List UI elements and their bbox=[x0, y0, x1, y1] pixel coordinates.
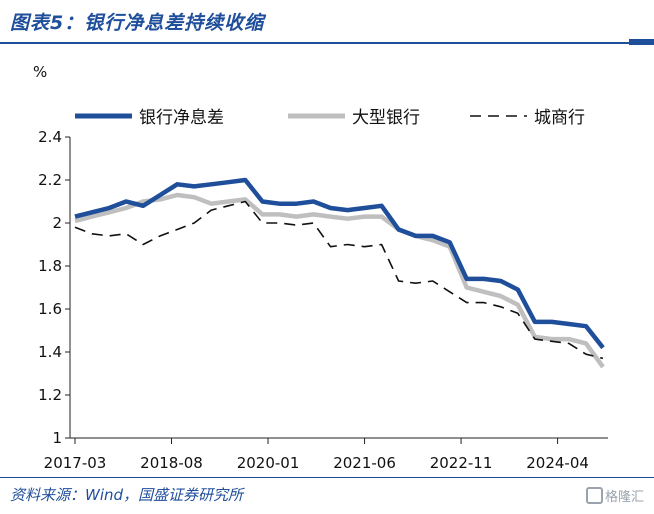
legend-label: 银行净息差 bbox=[139, 108, 224, 128]
title-divider bbox=[0, 39, 654, 45]
x-axis: 2017-03 2018-08 2020-01 2021-06 2022-11 2024-… bbox=[44, 437, 608, 472]
x-tick-label: 2022-11 bbox=[430, 454, 493, 472]
watermark: 格隆汇 bbox=[585, 486, 644, 505]
x-tick-label: 2021-06 bbox=[333, 454, 396, 472]
x-tick-label: 2020-01 bbox=[237, 454, 300, 472]
y-axis: 1 1.2 1.4 1.6 1.8 2 2.2 2.4 bbox=[38, 128, 71, 447]
y-tick-label: 1.8 bbox=[38, 257, 62, 275]
watermark-text: 格隆汇 bbox=[604, 490, 644, 505]
x-tick-label: 2017-03 bbox=[44, 454, 107, 472]
series-line-1 bbox=[74, 177, 605, 350]
chart-legend: 银行净息差 大型银行 城商行 bbox=[75, 108, 585, 128]
series-lines bbox=[74, 177, 605, 369]
watermark-logo-icon bbox=[585, 487, 603, 504]
y-tick-label: 2.2 bbox=[38, 171, 62, 189]
y-axis-unit-label: % bbox=[33, 63, 47, 81]
y-tick-label: 1 bbox=[52, 429, 62, 447]
y-tick-label: 2 bbox=[52, 214, 62, 232]
legend-label: 大型银行 bbox=[352, 108, 420, 128]
y-tick-label: 1.4 bbox=[38, 343, 62, 361]
footer-divider bbox=[0, 477, 654, 478]
line-chart: % 银行净息差 大型银行 城商行 1 1.2 1.4 1.6 1.8 2 2.2 2.4 2017… bbox=[33, 63, 608, 472]
series-line-3 bbox=[74, 200, 604, 360]
y-tick-label: 1.6 bbox=[38, 300, 62, 318]
x-tick-label: 2024-04 bbox=[526, 454, 589, 472]
page-title: 图表5：银行净息差持续收缩 bbox=[10, 12, 265, 34]
y-tick-label: 1.2 bbox=[38, 386, 62, 404]
source-note: 资料来源：Wind，国盛证券研究所 bbox=[10, 486, 244, 504]
y-tick-label: 2.4 bbox=[38, 128, 62, 146]
series-line-2 bbox=[74, 192, 605, 369]
x-tick-label: 2018-08 bbox=[140, 454, 203, 472]
legend-label: 城商行 bbox=[534, 108, 585, 128]
